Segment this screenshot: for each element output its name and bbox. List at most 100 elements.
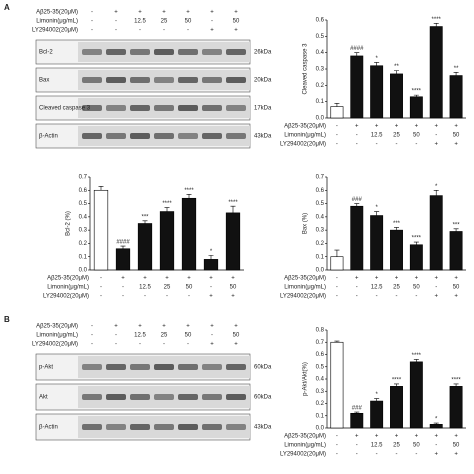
blot-size: 60kDa [254,365,272,371]
condition-value: + [395,434,399,440]
condition-label: Aβ25-35(20μM) [36,324,78,330]
condition-value: + [454,294,458,300]
condition-value: - [139,342,141,348]
y-tick-label: 0.6 [316,18,325,24]
condition-value: + [114,324,118,330]
significance: ### [352,406,363,412]
condition-value: 12.5 [134,333,146,339]
bar [409,244,423,271]
condition-value: - [356,452,358,458]
condition-value: + [454,434,458,440]
condition-value: - [188,294,190,300]
y-tick-label: 0.2 [316,401,325,407]
y-tick-label: 0.5 [316,34,325,40]
condition-value: - [415,142,417,148]
condition-value: - [211,19,213,25]
condition-value: + [234,324,238,330]
condition-value: + [395,124,399,130]
blot-band [178,49,198,55]
significance: * [375,392,378,398]
blot-name: Bax [39,78,49,84]
condition-value: + [209,294,213,300]
bar [350,412,364,429]
blot-band [154,105,174,111]
condition-value: 25 [393,133,400,139]
condition-value: 25 [393,443,400,449]
error-bar [98,186,104,191]
condition-value: - [336,276,338,282]
condition-value: 50 [186,285,193,291]
blot-size: 17kDa [254,106,272,112]
condition-value: + [434,294,438,300]
significance: ** [454,66,459,72]
blot-band [130,133,150,139]
blot-band [106,105,126,111]
significance: #### [350,46,364,52]
condition-value: + [375,124,379,130]
blot-band [202,77,222,83]
condition-value: 50 [185,19,192,25]
significance: * [375,205,378,211]
significance: *** [393,221,401,227]
condition-value: - [336,294,338,300]
condition-value: - [163,342,165,348]
blot-band [178,364,198,370]
blot-band [154,49,174,55]
y-tick-label: 0.2 [316,83,325,89]
blot-band [82,424,102,430]
condition-value: - [187,342,189,348]
condition-value: + [375,434,379,440]
condition-label: Aβ25-35(20μM) [36,10,78,16]
y-axis-label: Bcl-2 (%) [66,211,72,236]
condition-value: 12.5 [371,133,383,139]
condition-value: + [162,324,166,330]
condition-value: + [415,124,419,130]
y-tick-label: 0.4 [316,50,325,56]
significance: **** [392,377,402,383]
panel-label: B [4,315,10,324]
error-bar [433,422,439,425]
condition-value: - [396,452,398,458]
significance: ** [394,64,399,70]
condition-value: 25 [161,19,168,25]
condition-value: + [138,324,142,330]
condition-value: + [454,124,458,130]
y-tick-label: 0.2 [79,241,88,247]
y-tick-label: 0.5 [79,201,88,207]
y-tick-label: 0.0 [316,268,325,274]
significance: *** [453,222,461,228]
condition-value: - [91,28,93,34]
bar [330,106,344,119]
condition-value: 50 [413,133,420,139]
condition-value: - [356,443,358,449]
blot-band [154,133,174,139]
condition-value: + [138,10,142,16]
significance: * [210,249,213,255]
blot-band [202,364,222,370]
error-bar [374,211,380,216]
condition-value: - [435,443,437,449]
y-tick-label: 0.3 [316,67,325,73]
error-bar [374,62,380,66]
blot-name: Akt [39,395,48,401]
error-bar [230,205,236,213]
condition-value: 25 [161,333,168,339]
condition-value: + [415,434,419,440]
blot-band [178,105,198,111]
y-axis-label: Bax (%) [303,213,309,234]
y-tick-label: 0.7 [316,340,325,346]
error-bar [354,52,360,56]
y-axis-label: Cleaved caspase 3 [303,43,309,95]
condition-value: 25 [393,285,400,291]
bar [449,75,463,119]
condition-value: 25 [164,285,171,291]
condition-value: + [231,276,235,282]
condition-value: - [396,142,398,148]
blot-band [130,77,150,83]
error-bar [334,103,340,107]
blot-band [106,49,126,55]
condition-value: - [435,133,437,139]
y-tick-label: 0.0 [79,268,88,274]
condition-value: - [336,285,338,291]
